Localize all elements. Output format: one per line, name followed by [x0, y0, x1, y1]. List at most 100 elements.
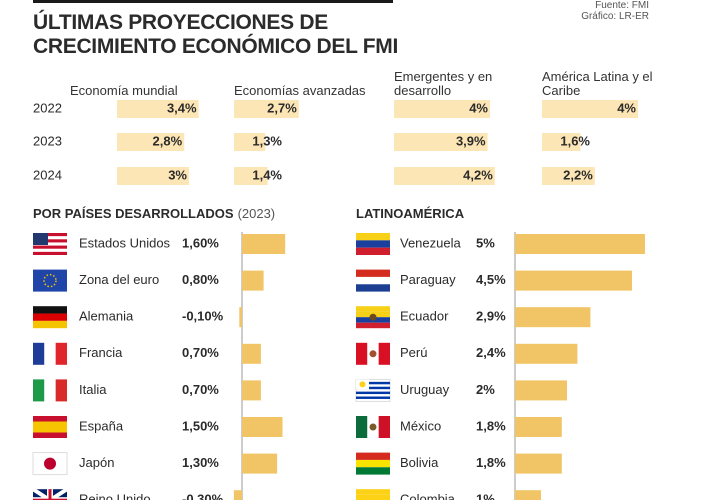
category-label: Alemania: [79, 309, 134, 324]
value-label: 2,7%: [267, 100, 297, 115]
flag: [356, 342, 390, 365]
bar: [542, 167, 595, 185]
flag-part: [356, 306, 390, 312]
value-label: 0,70%: [182, 345, 219, 360]
legend-label: América Latina y el Caribe: [542, 69, 653, 98]
value-label: 2,9%: [476, 309, 506, 324]
section-title-text: LATINOAMÉRICA: [356, 206, 465, 221]
flag: [33, 233, 67, 255]
category-label: México: [400, 418, 441, 433]
flag: [356, 233, 390, 255]
section-subtitle: (2023): [238, 206, 276, 221]
bar: [515, 453, 562, 474]
bar: [234, 100, 299, 118]
legend-label: Economía mundial: [70, 83, 178, 98]
flag-part: [33, 306, 67, 314]
bar: [394, 167, 495, 185]
section-title: LATINOAMÉRICA: [356, 206, 465, 221]
flag-part: [55, 379, 67, 402]
bar: [117, 167, 189, 185]
value-label: 1%: [476, 492, 495, 500]
value-label: 1,60%: [182, 235, 219, 250]
bar: [542, 133, 581, 151]
bar: [515, 417, 562, 437]
flag-part: [44, 457, 56, 470]
flag: [32, 452, 68, 476]
year-label: 2023: [33, 133, 62, 148]
flag-part: [369, 350, 377, 358]
flag-part: [356, 381, 390, 385]
flag-part: [33, 379, 45, 402]
flag-part: [378, 342, 390, 365]
bar: [394, 100, 490, 118]
category-label: Ecuador: [400, 309, 449, 324]
value-label: 1,8%: [476, 418, 506, 433]
bar: [234, 167, 268, 185]
credit: Gráfico: LR-ER: [581, 11, 649, 22]
title: CRECIMIENTO ECONÓMICO DEL FMI: [33, 35, 399, 58]
flag-part: [369, 423, 377, 431]
flag-part: [33, 320, 67, 329]
value-label: 4,2%: [463, 167, 493, 182]
bar: [239, 307, 242, 328]
value-label: 0,80%: [182, 272, 219, 287]
flag-part: [359, 381, 366, 388]
category-label: Japón: [79, 455, 114, 470]
flag: [356, 269, 390, 292]
category-label: Estados Unidos: [79, 235, 171, 250]
flag-part: [356, 322, 390, 329]
bar: [242, 270, 264, 291]
top-rule: [33, 0, 393, 3]
flag-part: [356, 269, 390, 277]
flag-part: [356, 240, 390, 248]
flag: [356, 452, 390, 475]
value-label: 2,2%: [563, 167, 593, 182]
flag: [356, 416, 390, 438]
flag-part: [33, 421, 67, 427]
bar: [515, 234, 645, 254]
bar: [242, 234, 286, 254]
flag: [33, 269, 67, 292]
flag-part: [356, 467, 390, 475]
flag: [356, 306, 390, 329]
flag-part: [44, 342, 56, 365]
category-label: Venezuela: [400, 235, 461, 250]
flag-part: [44, 379, 56, 402]
flag-part: [356, 459, 390, 468]
bar: [542, 100, 638, 118]
flag-part: [33, 269, 67, 292]
flag: [31, 487, 69, 500]
flag-part: [356, 233, 390, 241]
bar: [233, 490, 242, 500]
bar: [515, 307, 591, 328]
bar: [515, 343, 578, 364]
bar: [242, 380, 261, 401]
bar: [242, 343, 261, 364]
flag-part: [369, 313, 377, 321]
bar: [234, 133, 266, 151]
flag-part: [356, 396, 390, 399]
value-label: 4,5%: [476, 272, 506, 287]
flag-part: [33, 245, 67, 249]
flag-part: [356, 386, 390, 390]
flag: [33, 342, 67, 365]
flag-part: [33, 313, 67, 321]
flag-part: [33, 233, 67, 237]
value-label: 3,9%: [456, 133, 486, 148]
flag-part: [356, 284, 390, 292]
value-label: 2,8%: [153, 133, 183, 148]
margin: [654, 0, 727, 500]
value-label: 3,4%: [167, 100, 197, 115]
flag-part: [33, 233, 48, 245]
category-label: Colombia: [400, 492, 456, 500]
flag: [356, 489, 390, 500]
flag-part: [43, 273, 57, 288]
value-label: 5%: [476, 235, 495, 250]
bar: [117, 100, 199, 118]
category-label: Uruguay: [400, 382, 450, 397]
flag-part: [33, 498, 67, 500]
flag-part: [356, 489, 390, 495]
flag: [33, 379, 67, 402]
value-label: 2%: [476, 382, 495, 397]
